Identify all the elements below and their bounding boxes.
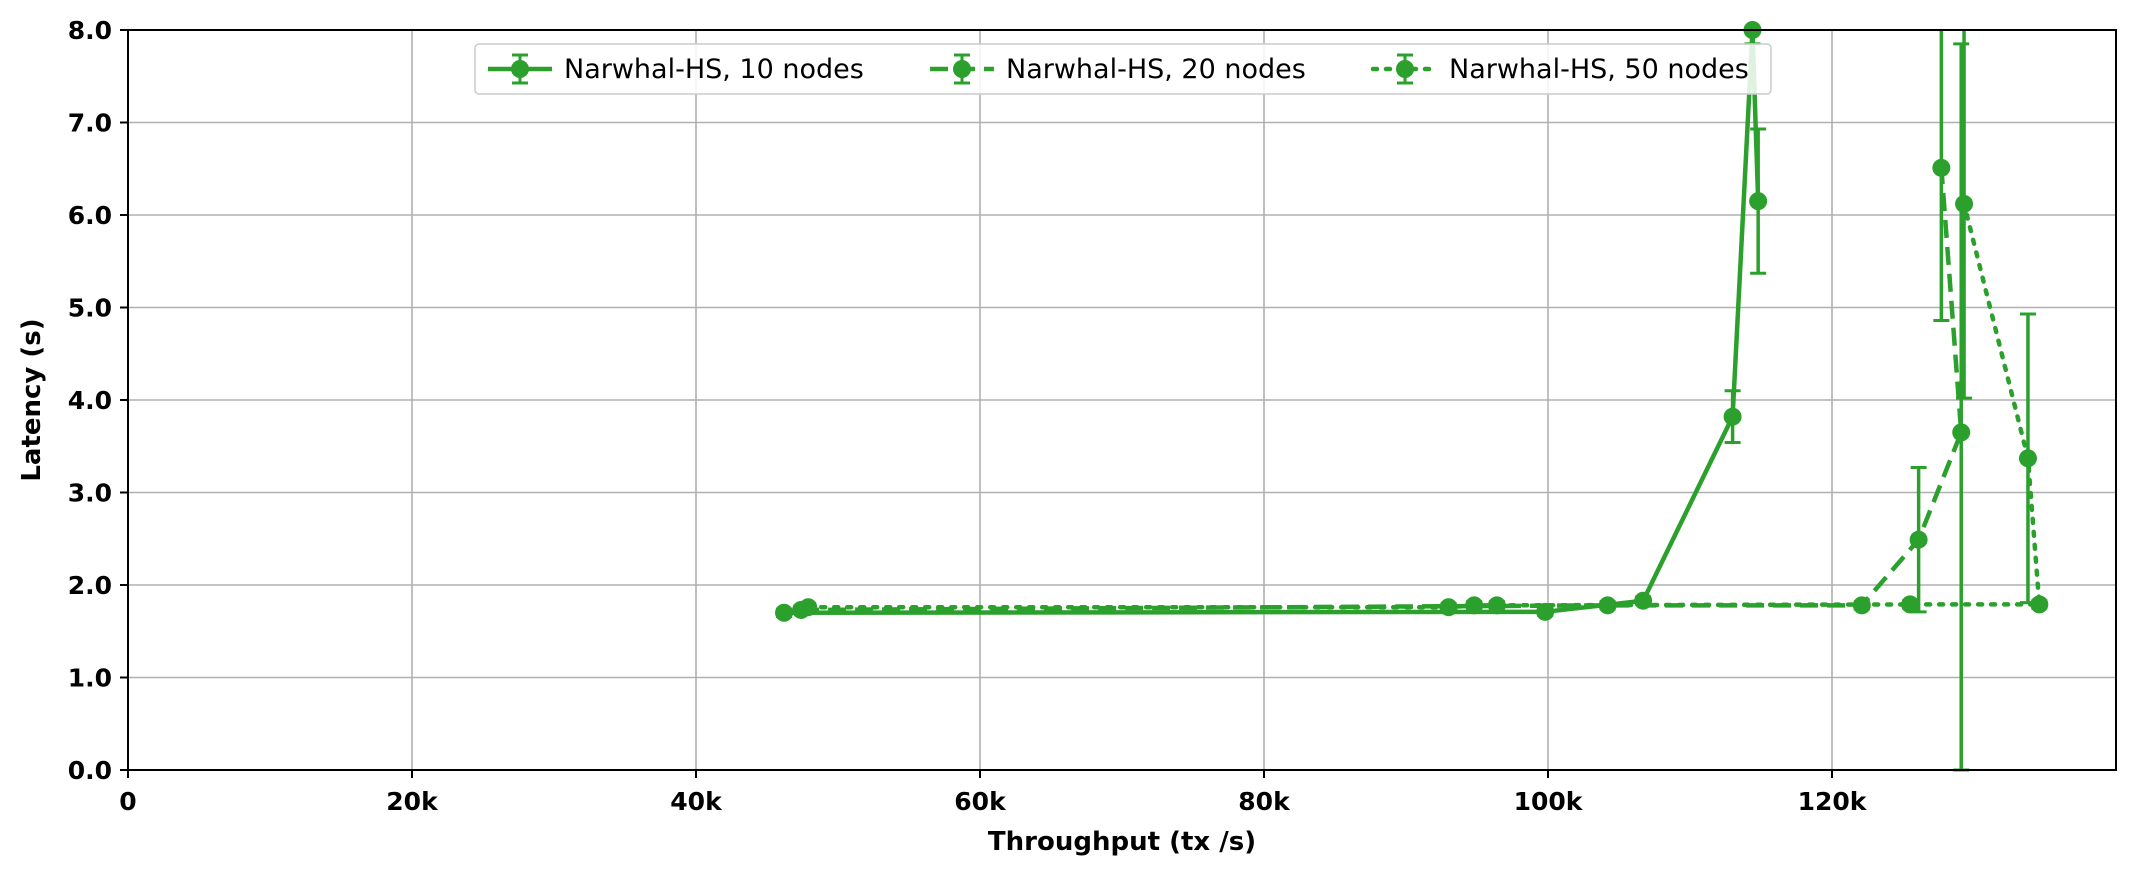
legend: Narwhal-HS, 10 nodes Narwhal-HS, 20 nodes…	[474, 43, 1772, 95]
legend-label: Narwhal-HS, 50 nodes	[1449, 54, 1749, 85]
data-point	[1749, 192, 1768, 211]
y-tick-label: 3.0	[68, 479, 112, 508]
data-point	[775, 603, 794, 622]
data-point	[1952, 423, 1971, 442]
legend-box	[474, 43, 1772, 95]
data-point	[1598, 596, 1617, 615]
y-tick-label: 0.0	[68, 756, 112, 785]
legend-entry: Narwhal-HS, 50 nodes	[1370, 53, 1749, 85]
x-tick-label: 100k	[1514, 787, 1584, 816]
x-tick-label: 20k	[386, 787, 439, 816]
data-point	[799, 598, 818, 617]
data-point	[1487, 596, 1506, 615]
x-tick-label: 60k	[954, 787, 1007, 816]
data-point	[1955, 194, 1974, 213]
data-point	[1901, 595, 1920, 614]
legend-marker-sample	[1396, 60, 1414, 78]
y-tick-label: 1.0	[68, 664, 112, 693]
x-tick-label: 0	[119, 787, 136, 816]
data-point	[1465, 596, 1484, 615]
y-axis-title: Latency (s)	[17, 318, 47, 481]
legend-entry: Narwhal-HS, 10 nodes	[488, 53, 864, 85]
x-tick-label: 80k	[1238, 787, 1291, 816]
data-point	[2030, 595, 2049, 614]
legend-label: Narwhal-HS, 10 nodes	[564, 54, 864, 85]
y-tick-label: 7.0	[68, 109, 112, 138]
y-tick-label: 4.0	[68, 386, 112, 415]
series-line	[805, 201, 2042, 610]
x-tick-label: 120k	[1798, 787, 1868, 816]
series-2	[792, 29, 1971, 772]
y-tick-label: 2.0	[68, 571, 112, 600]
data-point	[1932, 158, 1951, 177]
y-axis-ticks: 0.0 1.0 2.0 3.0 4.0 5.0 6.0 7.0 8.0	[68, 16, 128, 785]
legend-marker-sample	[511, 60, 529, 78]
grid-lines	[128, 30, 2116, 770]
y-tick-label: 8.0	[68, 16, 112, 45]
data-point	[1723, 407, 1742, 426]
legend-entry: Narwhal-HS, 20 nodes	[930, 53, 1306, 85]
legend-marker-sample	[953, 60, 971, 78]
y-tick-label: 6.0	[68, 201, 112, 230]
data-point	[2018, 449, 2037, 468]
x-axis-title: Throughput (tx /s)	[988, 827, 1256, 857]
data-point	[1909, 530, 1928, 549]
legend-label: Narwhal-HS, 20 nodes	[1006, 54, 1306, 85]
y-tick-label: 5.0	[68, 294, 112, 323]
series-line	[801, 167, 1964, 613]
series-3	[799, 29, 2049, 617]
x-tick-label: 40k	[670, 787, 723, 816]
x-axis-ticks: 0 20k 40k 60k 80k 100k 120k	[119, 770, 1868, 816]
data-point	[1439, 598, 1458, 617]
